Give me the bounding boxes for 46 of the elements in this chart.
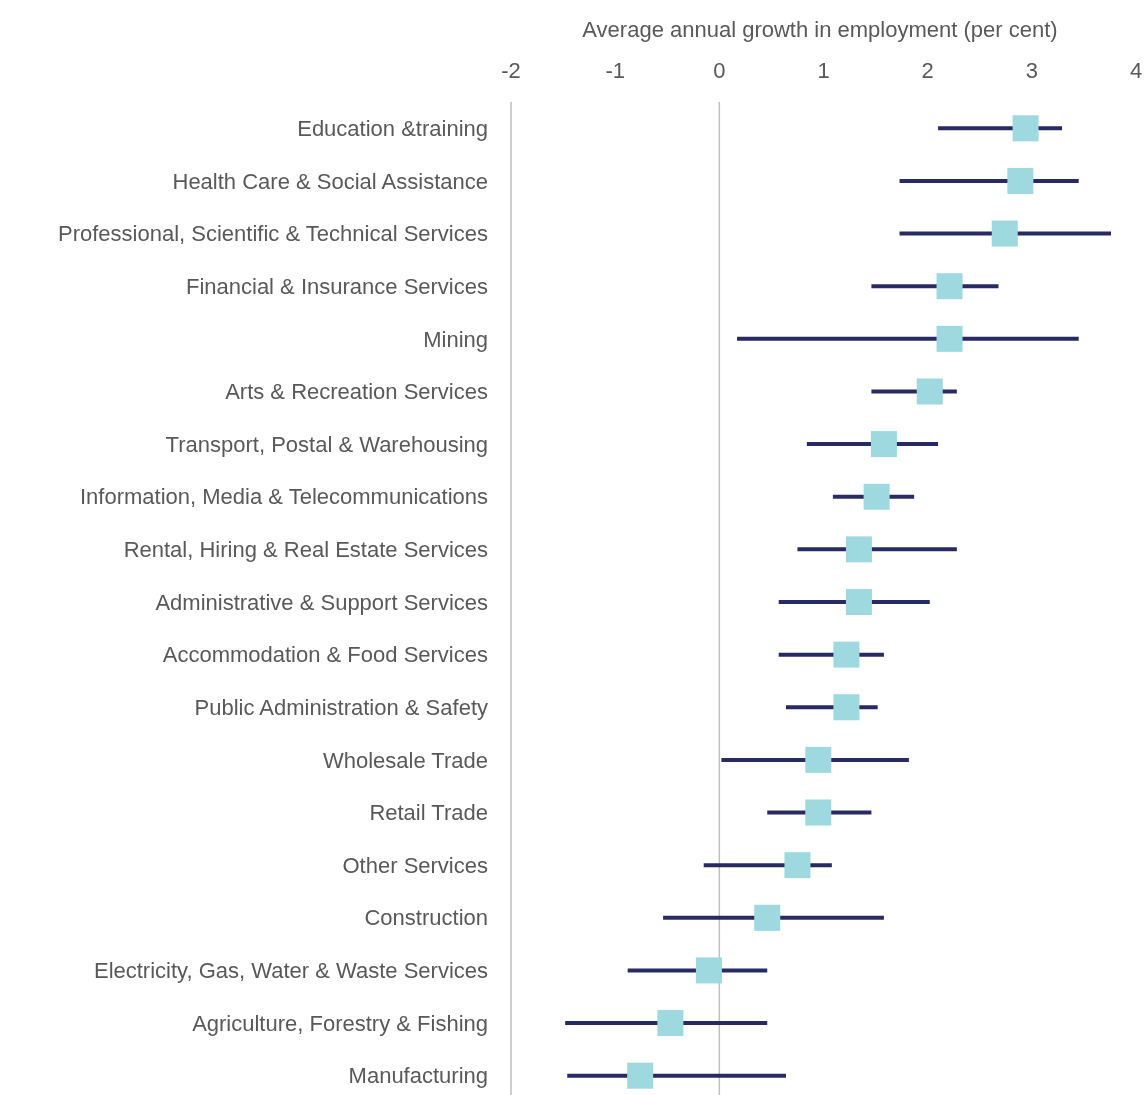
y-tick-label: Administrative & Support Services [155, 589, 488, 615]
y-tick-label: Rental, Hiring & Real Estate Services [123, 537, 488, 563]
point [916, 378, 943, 405]
point [627, 1062, 654, 1089]
x-tick-label: 2 [921, 58, 934, 83]
y-tick-label: Agriculture, Forestry & Fishing [192, 1010, 488, 1036]
point [870, 431, 897, 458]
y-tick-label: Education &training [297, 116, 488, 142]
point [936, 273, 963, 300]
y-tick-label: Professional, Scientific & Technical Services [57, 221, 488, 247]
y-tick-label: Arts & Recreation Services [225, 379, 488, 405]
point [845, 589, 872, 615]
y-tick-label: Manufacturing [348, 1063, 488, 1089]
y-tick-label: Electricity, Gas, Water & Waste Services [93, 958, 488, 984]
x-tick-label: 1 [817, 58, 830, 83]
point [695, 957, 722, 984]
point [1012, 115, 1039, 142]
point [863, 483, 890, 510]
y-tick-label: Information, Media & Telecommunications [79, 484, 488, 510]
y-tick-label: Other Services [342, 852, 488, 878]
point [845, 536, 872, 563]
x-axis-title: Average annual growth in employment (per cent) [582, 17, 1058, 42]
y-tick-label: Accommodation & Food Services [162, 642, 488, 668]
y-tick-label: Mining [423, 326, 488, 352]
y-tick-label: Financial & Insurance Services [185, 273, 488, 299]
point [833, 641, 860, 668]
point [784, 852, 811, 879]
x-tick-label: 0 [713, 58, 726, 83]
x-tick-label: -1 [605, 58, 625, 83]
y-tick-label: Transport, Postal & Warehousing [165, 431, 488, 457]
y-tick-label: Public Administration & Safety [194, 694, 488, 720]
point [1007, 167, 1034, 194]
point [833, 694, 860, 721]
y-tick-label: Construction [364, 905, 488, 931]
y-tick-label: Health Care & Social Assistance [172, 168, 488, 194]
x-tick-label: 3 [1025, 58, 1038, 83]
point [754, 904, 781, 931]
y-tick-label: Wholesale Trade [322, 747, 488, 773]
x-tick-label: 4 [1129, 58, 1143, 83]
point [657, 1010, 684, 1037]
point [991, 220, 1018, 247]
y-tick-label: Retail Trade [369, 800, 488, 826]
point [805, 799, 832, 826]
point [805, 746, 832, 773]
point [936, 325, 963, 352]
x-tick-label: -2 [501, 58, 521, 83]
